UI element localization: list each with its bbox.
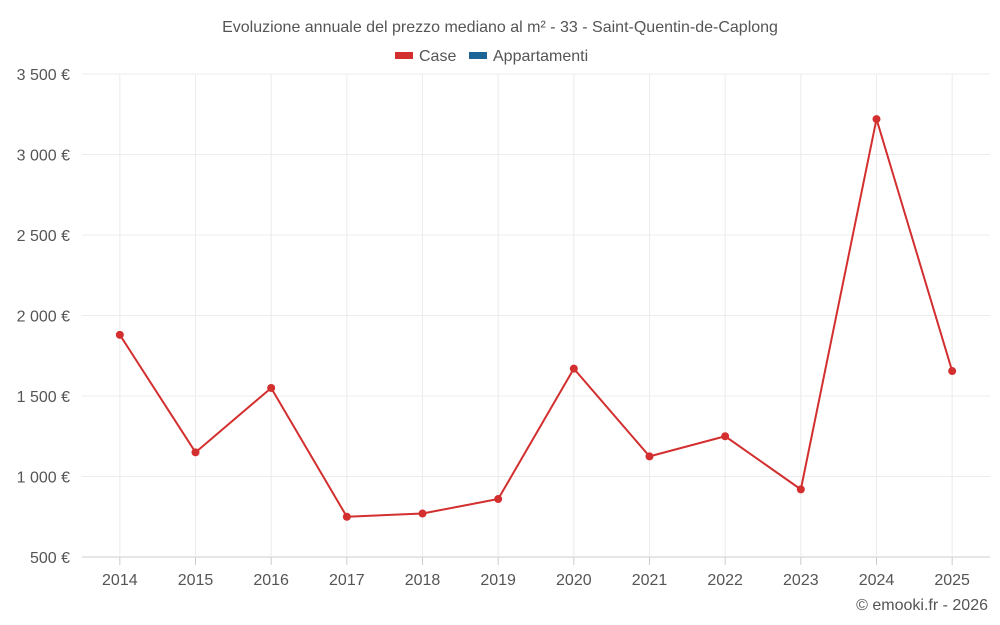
legend-item-appartamenti[interactable]: Appartamenti	[469, 48, 588, 65]
credit-text: © emooki.fr - 2026	[856, 597, 988, 614]
legend: Case Appartamenti	[395, 48, 588, 65]
legend-swatch-appartamenti	[469, 52, 487, 59]
data-point-case[interactable]	[115, 330, 124, 339]
y-tick-label: 3 000 €	[17, 148, 70, 165]
data-point-case[interactable]	[494, 495, 503, 504]
y-tick-label: 1 000 €	[17, 470, 70, 487]
data-point-case[interactable]	[418, 509, 427, 518]
series-line-case	[118, 118, 954, 518]
y-tick-label: 3 500 €	[17, 67, 70, 84]
legend-label-case: Case	[419, 48, 456, 65]
x-tick-label: 2019	[480, 572, 516, 589]
legend-swatch-case	[395, 52, 413, 59]
x-tick-label: 2018	[405, 572, 441, 589]
x-tick-label: 2021	[632, 572, 668, 589]
data-point-case[interactable]	[948, 367, 957, 376]
data-point-case[interactable]	[645, 452, 654, 461]
data-point-case[interactable]	[796, 485, 805, 494]
y-tick-label: 2 000 €	[17, 309, 70, 326]
y-axis: 500 € 1 000 € 1 500 € 2 000 € 2 500 € 3 000 €…	[17, 67, 70, 567]
series-layer	[115, 115, 957, 521]
x-tick-label: 2016	[253, 572, 289, 589]
x-tick-label: 2023	[783, 572, 819, 589]
legend-item-case[interactable]: Case	[395, 48, 456, 65]
data-point-case[interactable]	[721, 432, 730, 441]
x-tick-label: 2025	[934, 572, 970, 589]
y-tick-label: 500 €	[30, 550, 70, 567]
x-tick-label: 2017	[329, 572, 365, 589]
x-tick-label: 2014	[102, 572, 138, 589]
x-axis: 2014 2015 2016 2017 2018 2019 2020 2021 2022 2023…	[102, 557, 970, 589]
data-point-case[interactable]	[342, 512, 351, 521]
data-point-case[interactable]	[267, 383, 276, 392]
x-tick-label: 2022	[707, 572, 743, 589]
y-tick-label: 2 500 €	[17, 228, 70, 245]
data-point-case[interactable]	[191, 448, 200, 457]
x-tick-label: 2024	[859, 572, 895, 589]
data-point-case[interactable]	[872, 115, 881, 124]
x-tick-label: 2020	[556, 572, 592, 589]
legend-label-appartamenti: Appartamenti	[493, 48, 588, 65]
x-tick-label: 2015	[178, 572, 214, 589]
data-point-case[interactable]	[569, 364, 578, 373]
y-tick-label: 1 500 €	[17, 389, 70, 406]
grid	[82, 73, 990, 558]
chart-title: Evoluzione annuale del prezzo mediano al…	[222, 19, 778, 36]
